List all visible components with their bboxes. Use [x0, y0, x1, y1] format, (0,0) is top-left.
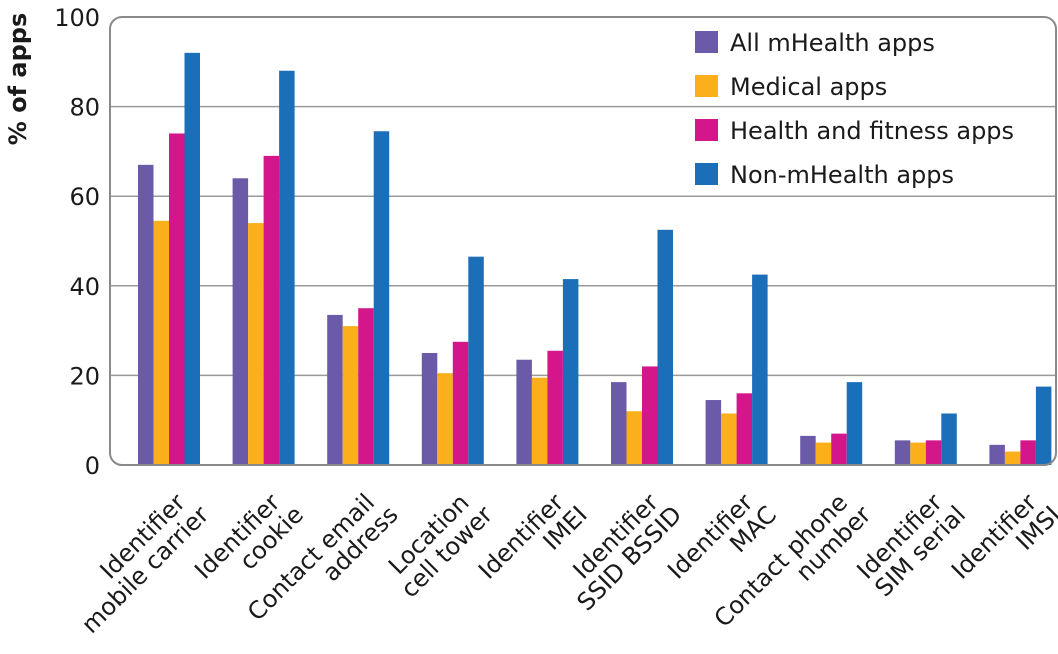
x-category-label: IdentifierSIM serial — [851, 483, 971, 603]
bar — [910, 442, 926, 465]
bar — [611, 382, 627, 465]
bar — [642, 366, 658, 465]
bar — [248, 223, 264, 465]
bar — [925, 440, 942, 465]
bar — [373, 131, 390, 466]
bar — [516, 359, 532, 465]
bar-group — [138, 52, 200, 466]
bar — [831, 433, 847, 465]
bar — [752, 274, 768, 465]
y-tick-label: 60 — [69, 183, 100, 211]
plot-frame — [109, 16, 1057, 466]
bar-group — [327, 131, 390, 466]
bar-group — [705, 274, 768, 465]
bar — [421, 353, 438, 465]
x-category-labels: Identifiermobile carrierIdentifiercookie… — [58, 483, 1058, 639]
x-category-label: Identifiermobile carrier — [58, 483, 214, 639]
y-tick-label: 100 — [54, 4, 100, 32]
bar-group — [894, 413, 957, 465]
bar — [1004, 451, 1021, 465]
bar — [736, 393, 753, 465]
bar — [232, 178, 249, 465]
bar — [342, 326, 359, 465]
bar — [358, 308, 374, 465]
bar — [626, 411, 642, 465]
bar-group — [611, 229, 673, 465]
bar — [153, 220, 169, 465]
bar — [989, 444, 1005, 465]
legend: All mHealth apps Medical apps Health and f… — [695, 29, 1014, 189]
bar — [169, 133, 185, 466]
bar-group — [800, 382, 863, 465]
bar-group — [989, 386, 1052, 465]
bar — [1035, 386, 1052, 465]
bar — [327, 314, 343, 465]
x-category-label: Locationcell tower — [378, 483, 499, 604]
y-tick-labels: 0 20 40 60 80 100 — [54, 4, 100, 480]
bar — [138, 164, 154, 465]
legend-label: Health and fitness apps — [730, 117, 1014, 145]
bar — [721, 413, 737, 465]
legend-swatch — [695, 163, 718, 185]
bar — [531, 377, 548, 465]
y-tick-label: 80 — [69, 94, 100, 122]
bar — [1020, 440, 1036, 465]
x-category-label: IdentifierIMSI — [946, 483, 1058, 603]
bar-groups — [138, 52, 1052, 466]
bar — [800, 435, 816, 465]
y-tick-label: 0 — [85, 452, 100, 480]
bar-group — [232, 70, 295, 465]
bar — [815, 442, 832, 465]
y-tick-label: 40 — [69, 273, 100, 301]
bar — [705, 400, 722, 465]
legend-label: Medical apps — [730, 73, 887, 101]
legend-label: All mHealth apps — [730, 29, 935, 57]
bar — [184, 52, 200, 466]
bar — [437, 373, 453, 465]
bar — [657, 229, 673, 465]
bar — [846, 382, 863, 465]
legend-swatch — [695, 31, 718, 53]
y-tick-label: 20 — [69, 362, 100, 390]
legend-swatch — [695, 119, 718, 141]
bar — [894, 440, 911, 465]
bar — [263, 155, 280, 465]
bar — [452, 341, 469, 465]
bar — [279, 70, 295, 465]
legend-swatch — [695, 75, 718, 97]
bar-group — [516, 279, 579, 465]
bar — [468, 256, 484, 465]
bar — [562, 279, 579, 465]
bar — [547, 350, 563, 465]
bar — [941, 413, 957, 465]
y-axis-title: % of apps — [4, 13, 32, 146]
legend-label: Non-mHealth apps — [730, 161, 954, 189]
bar-group — [421, 256, 484, 465]
x-category-label: IdentifierIMEI — [473, 483, 593, 603]
